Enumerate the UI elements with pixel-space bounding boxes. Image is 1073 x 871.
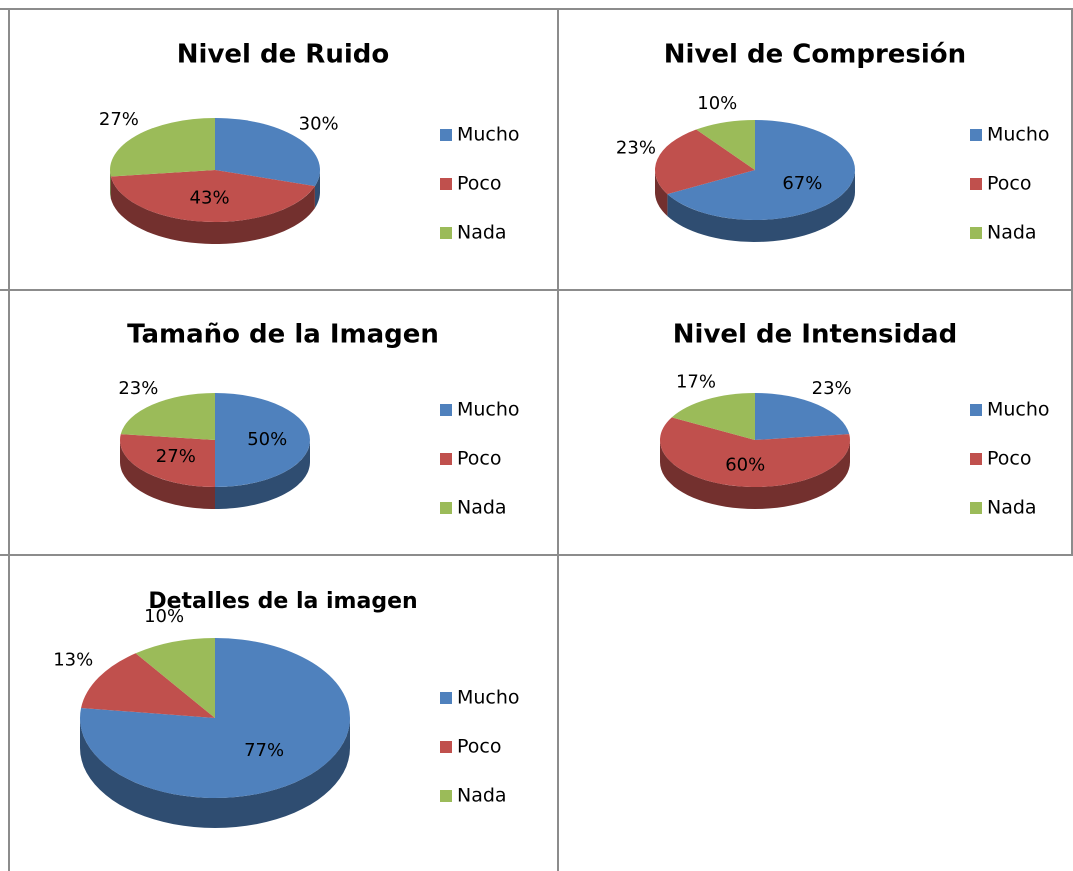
legend-label: Poco [457,736,501,758]
pie-side [667,170,855,242]
legend-swatch [970,129,982,141]
data-label: 23% [812,378,852,399]
legend-label: Poco [457,173,501,195]
legend-label: Poco [457,448,501,470]
pie-slice [110,170,315,222]
legend-label: Mucho [457,399,520,421]
data-label: 60% [725,454,765,475]
legend-label: Nada [457,497,507,519]
legend-swatch [440,129,452,141]
legend-swatch [440,692,452,704]
legend-label: Mucho [987,399,1050,421]
pie-slice [215,393,310,487]
chart-title: Tamaño de la Imagen [127,320,439,350]
legend-swatch [440,502,452,514]
pie-side [215,440,310,509]
data-label: 17% [676,372,716,393]
pie-side [120,440,215,509]
chart-title: Nivel de Intensidad [673,320,957,350]
pie-slice [655,129,755,195]
data-label: 50% [247,429,287,450]
legend-label: Mucho [987,124,1050,146]
pie-side [655,170,668,217]
legend-swatch [440,790,452,802]
data-label: 30% [299,114,339,135]
pie-slice [110,118,215,177]
pie-slice [81,653,215,718]
data-label: 10% [144,606,184,627]
pie-slice [671,393,755,440]
legend-swatch [970,178,982,190]
legend-swatch [970,453,982,465]
pie-slice [755,393,850,440]
data-label: 10% [697,93,737,114]
pie-side [80,718,350,828]
legend-swatch [440,178,452,190]
data-label: 27% [99,109,139,130]
pie-slice [667,120,856,220]
chart-title: Detalles de la imagen [148,589,417,614]
legend-label: Mucho [457,687,520,709]
data-label: 13% [53,649,93,670]
data-label: 77% [244,740,284,761]
legend-label: Poco [987,173,1031,195]
pie-slice [119,434,215,487]
pie-side [110,170,111,199]
legend-swatch [440,741,452,753]
data-label: 23% [118,378,158,399]
legend-swatch [440,404,452,416]
legend-label: Mucho [457,124,520,146]
chart-title: Nivel de Ruido [177,40,389,70]
legend-label: Nada [457,785,507,807]
legend-label: Nada [987,222,1037,244]
data-label: 23% [616,138,656,159]
legend-label: Poco [987,448,1031,470]
pie-slice [215,118,320,187]
legend-swatch [970,227,982,239]
pie-slice [659,417,851,487]
legend-swatch [970,502,982,514]
pie-slice [696,120,755,170]
pie-slice [120,393,215,440]
pie-side [660,440,850,509]
pie-slice [135,638,215,718]
pie-side [110,176,315,244]
pie-slice [80,638,350,798]
data-label: 43% [190,187,230,208]
data-label: 67% [782,173,822,194]
legend-label: Nada [987,497,1037,519]
legend-swatch [440,227,452,239]
data-label: 27% [156,446,196,467]
legend-label: Nada [457,222,507,244]
legend-swatch [440,453,452,465]
chart-title: Nivel de Compresión [664,40,966,70]
pie-side [314,170,320,209]
legend-swatch [970,404,982,416]
